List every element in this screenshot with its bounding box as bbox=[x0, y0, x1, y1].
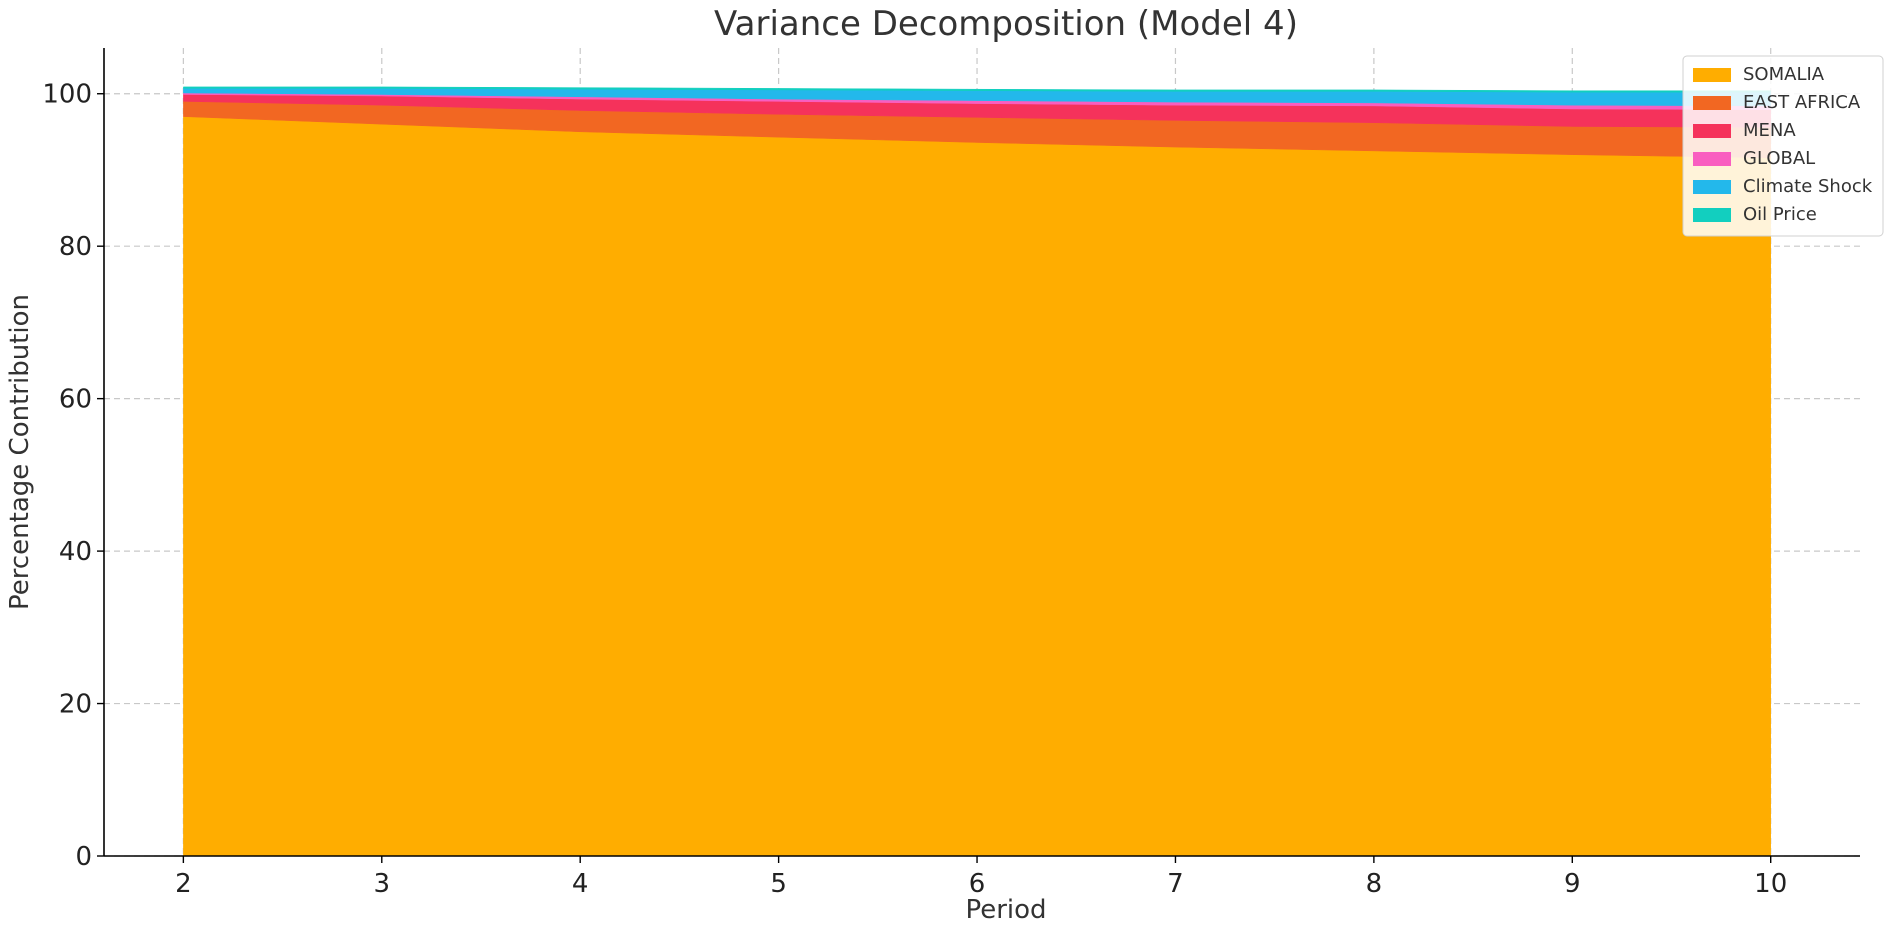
x-tick-label: 9 bbox=[1564, 869, 1581, 899]
x-tick-label: 8 bbox=[1366, 869, 1383, 899]
legend-entry: MENA bbox=[1743, 120, 1796, 141]
legend-swatch bbox=[1693, 152, 1731, 166]
x-tick-label: 4 bbox=[572, 869, 589, 899]
legend: SOMALIA EAST AFRICA MENA GLOBAL Climate Shoc… bbox=[1682, 55, 1884, 237]
legend-entry: GLOBAL bbox=[1743, 148, 1815, 169]
x-tick-label: 6 bbox=[969, 869, 986, 899]
y-tick-label: 80 bbox=[59, 232, 92, 262]
legend-swatch bbox=[1693, 68, 1731, 82]
x-tick-label: 5 bbox=[770, 869, 787, 899]
x-tick-label: 2 bbox=[175, 869, 192, 899]
legend-entry: Oil Price bbox=[1743, 204, 1817, 225]
chart-title: Variance Decomposition (Model 4) bbox=[714, 4, 1298, 44]
y-tick-label: 20 bbox=[59, 690, 92, 720]
x-tick-label: 10 bbox=[1754, 869, 1787, 899]
y-tick-label: 0 bbox=[75, 842, 92, 872]
area-series bbox=[183, 86, 1771, 857]
legend-swatch bbox=[1693, 96, 1731, 110]
legend-swatch bbox=[1693, 208, 1731, 222]
y-axis-label: Percentage Contribution bbox=[5, 294, 35, 610]
x-tick-label: 3 bbox=[374, 869, 391, 899]
legend-entry: Climate Shock bbox=[1743, 176, 1873, 197]
legend-entry: SOMALIA bbox=[1743, 64, 1825, 85]
area-somalia bbox=[183, 116, 1771, 857]
legend-entry: EAST AFRICA bbox=[1743, 92, 1861, 113]
y-tick-label: 100 bbox=[42, 80, 92, 110]
legend-box bbox=[1682, 55, 1884, 237]
legend-swatch bbox=[1693, 180, 1731, 194]
y-tick-label: 60 bbox=[59, 385, 92, 415]
x-tick-label: 7 bbox=[1167, 869, 1184, 899]
x-axis-label: Period bbox=[965, 895, 1046, 925]
y-tick-label: 40 bbox=[59, 537, 92, 567]
legend-swatch bbox=[1693, 124, 1731, 138]
